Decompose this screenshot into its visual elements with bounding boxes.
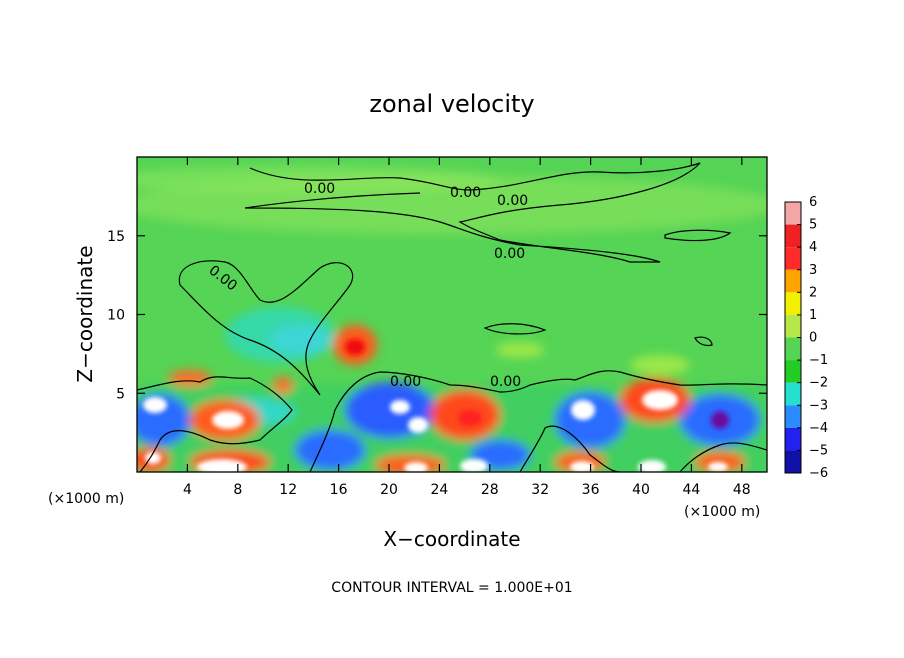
colorbar-segment xyxy=(785,292,801,315)
contour-label: 0.00 xyxy=(490,374,521,390)
plot-area xyxy=(137,157,767,472)
x-tick-label: 48 xyxy=(733,482,751,498)
colorbar-segment xyxy=(785,269,801,293)
x-tick-label: 44 xyxy=(682,482,700,498)
x-axis-label: X−coordinate xyxy=(383,527,520,551)
x-tick-label: 4 xyxy=(183,482,192,498)
x-tick-label: 12 xyxy=(279,482,297,498)
colorbar-label: 6 xyxy=(809,195,817,210)
colorbar-label: 2 xyxy=(809,285,817,300)
chart-title: zonal velocity xyxy=(369,90,534,118)
colorbar-segment xyxy=(785,382,801,406)
x-tick-label: 24 xyxy=(430,482,448,498)
field-cores xyxy=(143,339,729,472)
colorbar-label: 4 xyxy=(809,240,817,255)
x-tick-label: 16 xyxy=(330,482,348,498)
colorbar-segment xyxy=(785,314,801,338)
colorbar-segment xyxy=(785,224,801,248)
colorbar-label: −1 xyxy=(809,353,828,368)
y-tick-label: 5 xyxy=(116,386,125,402)
colorbar-label: −4 xyxy=(809,421,828,436)
contour-label: 0.00 xyxy=(494,246,525,262)
contour-label: 0.00 xyxy=(304,181,335,197)
colorbar-label: −2 xyxy=(809,376,828,391)
x-tick-label: 32 xyxy=(531,482,549,498)
colorbar-segment xyxy=(785,405,801,428)
colorbar-label: −3 xyxy=(809,398,828,413)
colorbar-label: −6 xyxy=(809,466,828,481)
colorbar-segment xyxy=(785,427,801,451)
x-unit-left: (×1000 m) xyxy=(48,491,124,507)
colorbar-label: 3 xyxy=(809,263,817,278)
x-unit-right: (×1000 m) xyxy=(684,504,760,520)
colorbar-segment xyxy=(785,360,801,383)
colorbar-label: −5 xyxy=(809,443,828,458)
contour-label: 0.00 xyxy=(450,185,481,201)
contour-lines xyxy=(137,162,767,472)
colorbar-segment xyxy=(785,337,801,361)
contour-label: 0.00 xyxy=(390,374,421,390)
y-axis-label: Z−coordinate xyxy=(73,245,97,382)
x-axis: 4 8 12 16 20 24 28 32 36 40 44 48 xyxy=(183,157,751,498)
colorbar-label: 0 xyxy=(809,331,817,346)
colorbar-label: 5 xyxy=(809,218,817,233)
y-tick-label: 10 xyxy=(107,308,125,324)
contour-label: 0.00 xyxy=(497,193,528,209)
y-axis: 5 10 15 xyxy=(107,229,767,402)
colorbar-label: 1 xyxy=(809,308,817,323)
x-tick-label: 20 xyxy=(380,482,398,498)
x-tick-label: 40 xyxy=(632,482,650,498)
x-tick-label: 36 xyxy=(582,482,600,498)
x-tick-label: 8 xyxy=(233,482,242,498)
colorbar: 6 5 4 3 2 1 0 −1 −2 −3 −4 −5 −6 xyxy=(784,195,828,481)
x-tick-label: 28 xyxy=(481,482,499,498)
y-tick-label: 15 xyxy=(107,229,125,245)
colorbar-segment xyxy=(785,202,801,225)
colorbar-segment xyxy=(785,247,801,270)
colorbar-segment xyxy=(785,450,801,473)
contour-interval: CONTOUR INTERVAL = 1.000E+01 xyxy=(331,580,572,596)
